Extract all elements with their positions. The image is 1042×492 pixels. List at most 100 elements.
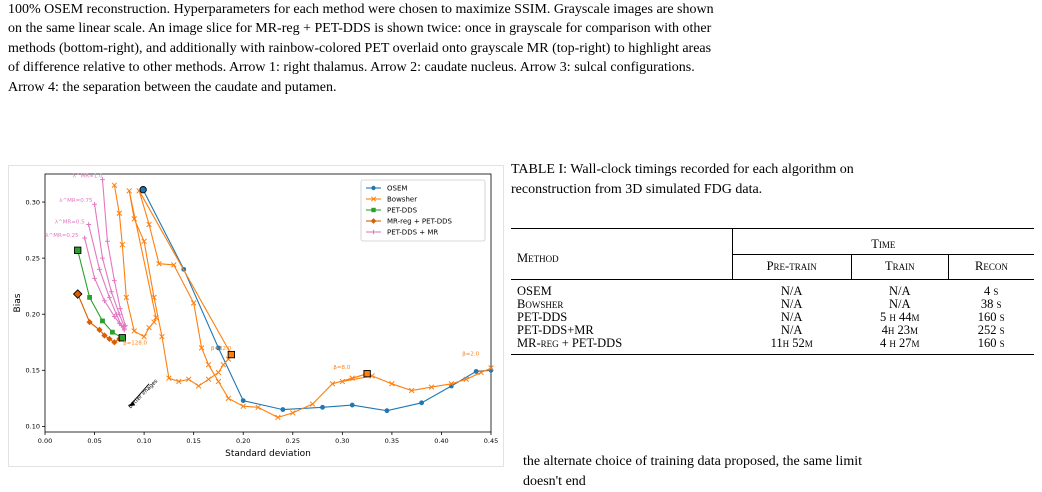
bowsher-point <box>220 361 227 368</box>
table-caption-line: reconstruction from 3D simulated FDG dat… <box>511 182 763 197</box>
bowsher-point <box>215 369 222 376</box>
selected-point <box>363 370 371 378</box>
osem-point <box>384 408 390 414</box>
x-tick-label: 0.35 <box>385 437 399 445</box>
bowsher-point <box>478 369 484 376</box>
bowsher-point <box>153 314 159 321</box>
table-row: PET-DDS N/A 5 h 44m 160 s <box>511 311 1034 324</box>
caption-line: 100% OSEM reconstruction. Hyperparameter… <box>8 2 714 17</box>
cell-method: PET-DDS+MR <box>517 323 594 337</box>
cell-train: 5 h 44m <box>880 310 920 324</box>
bias-vs-std-chart: 0.00 0.05 0.10 0.15 0.20 0.25 0.30 0.35 0.40 0.45… <box>8 165 504 467</box>
pet-dds-mr-point <box>100 177 105 183</box>
osem-point <box>419 400 425 406</box>
x-tick-label: 0.05 <box>87 437 101 445</box>
pet-dds-mr-point <box>105 238 110 244</box>
mr-reg-pet-dds-point <box>86 318 93 326</box>
bowsher-point <box>131 216 137 222</box>
cell-method: OSEM <box>517 284 552 298</box>
mr-reg-pet-dds-point <box>106 335 113 343</box>
cell-train: N/A <box>889 284 911 298</box>
bowsher-point <box>123 294 130 301</box>
cell-method: Bowsher <box>517 297 564 311</box>
bowsher-point <box>159 333 165 340</box>
cell-pretrain: N/A <box>780 310 803 324</box>
curve-label: λ^MR=0.5 <box>55 219 85 225</box>
curve-label: λ^MR=0.75 <box>59 198 93 204</box>
cell-recon: 160 s <box>977 336 1005 350</box>
subheader-train: Train <box>850 254 949 280</box>
cell-train: N/A <box>889 297 911 311</box>
osem-point <box>473 369 479 374</box>
cell-pretrain: N/A <box>780 297 803 311</box>
mr-reg-pet-dds-series-line <box>77 293 120 343</box>
selected-point <box>72 289 83 299</box>
pet-dds-mr-point <box>122 323 128 328</box>
bowsher-point <box>131 328 137 334</box>
bowsher-point <box>349 375 355 381</box>
cell-method: PET-DDS <box>517 310 568 324</box>
pet-dds-point <box>109 329 115 335</box>
bowsher-point <box>176 378 182 385</box>
bowsher-point <box>205 361 212 368</box>
bowsher-point <box>185 376 192 383</box>
legend-label: PET-DDS <box>387 206 418 214</box>
pet-dds-mr-series-line <box>84 237 125 330</box>
x-axis-label: Standard deviation <box>225 449 311 459</box>
cell-recon: 160 s <box>977 310 1005 324</box>
legend-label: OSEM <box>387 184 407 192</box>
bowsher-point <box>151 294 157 301</box>
bowsher-point <box>141 238 147 245</box>
bowsher-point <box>166 375 172 381</box>
bowsher-point <box>195 383 202 389</box>
timing-table: Method Time Pre-train Train Recon OSEM N… <box>511 228 1034 355</box>
x-tick-label: 0.00 <box>38 437 52 445</box>
pet-dds-series-line <box>77 250 123 339</box>
pet-dds-mr-point <box>116 311 122 317</box>
legend-marker <box>371 185 376 191</box>
osem-point <box>320 404 325 410</box>
bowsher-point <box>146 324 152 331</box>
bowsher-point <box>275 414 281 421</box>
subheader-recon: Recon <box>947 254 1034 280</box>
pet-dds-mr-point <box>97 266 102 272</box>
curve-label: β=32.0 <box>211 346 232 352</box>
cell-pretrain: 11h 52m <box>770 336 813 350</box>
osem-point <box>280 407 286 412</box>
cell-train: 4 h 27m <box>880 336 920 350</box>
curve-label: β=128.0 <box>123 341 147 347</box>
bowsher-point <box>126 188 132 194</box>
bowsher-point <box>198 345 205 351</box>
legend-marker <box>371 229 376 235</box>
selected-point <box>118 334 126 342</box>
y-tick-label: 0.30 <box>26 198 40 206</box>
caption-line: of difference relative to other methods.… <box>8 60 695 76</box>
curve-label: β=8.0 <box>333 365 350 371</box>
x-tick-label: 0.25 <box>286 437 300 445</box>
pet-dds-mr-point <box>92 275 97 281</box>
mr-reg-pet-dds-point <box>111 339 118 346</box>
bowsher-point <box>463 376 469 383</box>
cell-recon: 252 s <box>977 323 1005 337</box>
pet-dds-mr-point <box>92 201 97 207</box>
caption-line: Arrow 4: the separation between the caud… <box>8 79 337 95</box>
pet-dds-point <box>100 318 105 324</box>
pet-dds-mr-point <box>109 289 114 295</box>
table-row: OSEM N/A N/A 4 s <box>511 279 1034 299</box>
x-tick-label: 0.45 <box>484 437 498 445</box>
legend-label: MR-reg + PET-DDS <box>387 217 453 225</box>
subheader-pretrain: Pre-train <box>731 254 852 280</box>
bowsher-point <box>290 410 296 416</box>
cell-method: MR-reg + PET-DDS <box>517 336 623 350</box>
body-paragraph: the alternate choice of training data pr… <box>523 452 1034 492</box>
header-method: Method <box>517 251 559 265</box>
curve-label: β=2.0 <box>462 352 479 358</box>
y-tick-label: 0.20 <box>26 311 40 319</box>
bowsher-point <box>225 395 232 402</box>
cell-train: 4h 23m <box>881 323 918 337</box>
x-tick-label: 0.15 <box>186 437 200 445</box>
bowsher-point <box>329 381 336 387</box>
bowsher-point <box>389 381 395 387</box>
bowsher-point <box>488 365 494 371</box>
x-tick-label: 0.10 <box>137 437 151 445</box>
